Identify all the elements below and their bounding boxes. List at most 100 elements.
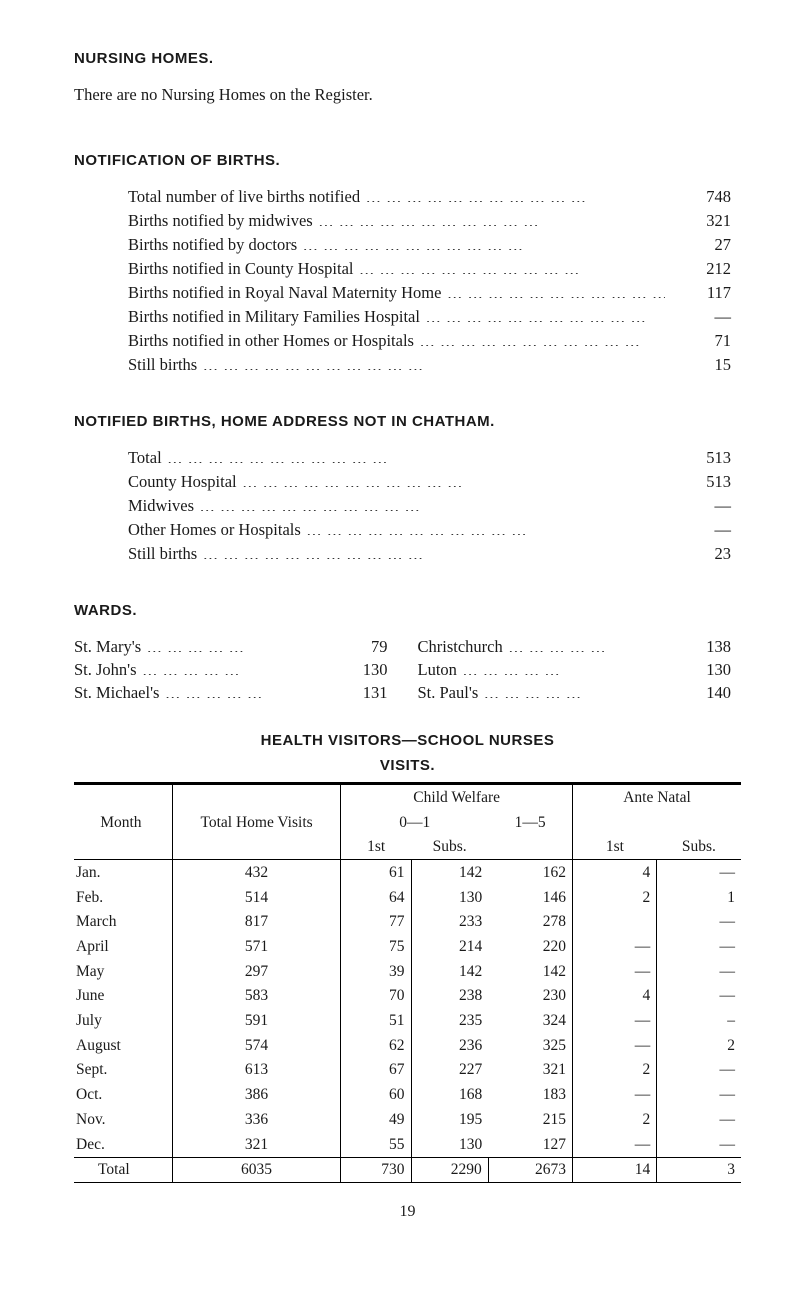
td-month: Nov. [74,1107,172,1132]
td-a2: 1 [657,885,741,910]
td-c3: 321 [488,1058,572,1083]
kv-value: 138 [681,635,731,658]
dots-leader [463,659,675,676]
nursing-homes-heading: NURSING HOMES. [74,48,741,69]
notification-of-births-list: Total number of live births notified 748… [128,185,731,377]
th-month: Month [74,784,172,835]
td-thv: 297 [172,959,341,984]
td-c2: 130 [411,885,488,910]
wards-row: St. Mary's 79 Christchurch 138 [74,635,731,658]
dots-leader [203,543,665,560]
td-a1: 14 [572,1157,656,1183]
td-c2: 195 [411,1107,488,1132]
kv-label: Births notified in other Homes or Hospit… [128,329,414,352]
wards-list: St. Mary's 79 Christchurch 138 St. John'… [74,635,731,704]
td-thv: 583 [172,984,341,1009]
table-row: March81777233278— [74,910,741,935]
dots-leader [360,258,666,275]
dots-leader [420,330,665,347]
td-a2: — [657,910,741,935]
table-row: June583702382304— [74,984,741,1009]
kv-label: Still births [128,542,197,565]
td-month: Dec. [74,1132,172,1157]
kv-row: Births notified in County Hospital 212 [128,257,731,281]
kv-value: — [671,494,731,517]
td-a1: 2 [572,885,656,910]
notified-births-list: Total 513 County Hospital 513 Midwives —… [128,446,731,566]
kv-row: Total 513 [128,446,731,470]
table-row: April57175214220—— [74,935,741,960]
dots-leader [303,234,665,251]
wards-heading: WARDS. [74,600,741,621]
td-c3: 127 [488,1132,572,1157]
kv-label: Total [128,446,162,469]
th-cw-0-1: 0—1 [341,810,488,835]
td-month: Total [74,1157,172,1183]
kv-label: St. Michael's [74,681,159,704]
th-cw-1-5: 1—5 [488,810,572,835]
kv-row: Total number of live births notified 748 [128,185,731,209]
td-a2: — [657,1132,741,1157]
dots-leader [143,659,332,676]
td-c3: 324 [488,1009,572,1034]
wards-row: St. Michael's 131 St. Paul's 140 [74,681,731,704]
td-a1: — [572,1009,656,1034]
page-number: 19 [74,1201,741,1223]
td-c2: 227 [411,1058,488,1083]
kv-value: 212 [671,257,731,280]
th-ante-natal: Ante Natal [572,784,741,810]
td-a2: 3 [657,1157,741,1183]
kv-value: 27 [671,233,731,256]
td-thv: 817 [172,910,341,935]
td-a1: — [572,1083,656,1108]
td-c2: 142 [411,959,488,984]
kv-label: Births notified in Military Families Hos… [128,305,420,328]
td-c1: 61 [341,860,411,885]
td-a2: — [657,1083,741,1108]
td-month: Feb. [74,885,172,910]
td-c1: 77 [341,910,411,935]
th-an-1st: 1st [572,835,656,860]
td-month: July [74,1009,172,1034]
kv-label: Births notified by midwives [128,209,313,232]
kv-value: — [671,305,731,328]
th-cw-1st: 1st [341,835,411,860]
kv-row: Still births 23 [128,542,731,566]
kv-label: Other Homes or Hospitals [128,518,301,541]
td-a1: — [572,1033,656,1058]
td-a1: — [572,1132,656,1157]
kv-row: Births notified in Military Families Hos… [128,305,731,329]
td-c3: 183 [488,1083,572,1108]
kv-label: Births notified in Royal Naval Maternity… [128,281,441,304]
notification-of-births-heading: NOTIFICATION OF BIRTHS. [74,150,741,171]
td-month: Oct. [74,1083,172,1108]
td-c1: 60 [341,1083,411,1108]
td-c3: 278 [488,910,572,935]
td-month: April [74,935,172,960]
td-c2: 238 [411,984,488,1009]
td-thv: 386 [172,1083,341,1108]
td-c2: 168 [411,1083,488,1108]
dots-leader [484,682,675,699]
td-a2: — [657,1058,741,1083]
td-month: May [74,959,172,984]
dots-leader [366,186,665,203]
page: NURSING HOMES. There are no Nursing Home… [0,0,801,1290]
nursing-homes-text: There are no Nursing Homes on the Regist… [74,83,741,106]
kv-value: 130 [338,658,388,681]
td-month: June [74,984,172,1009]
td-c3: 230 [488,984,572,1009]
th-an-subs: Subs. [657,835,741,860]
kv-value: — [671,518,731,541]
td-a2: – [657,1009,741,1034]
kv-label: Still births [128,353,197,376]
table-row: Dec.32155130127—— [74,1132,741,1157]
kv-label: St. Paul's [418,681,479,704]
td-month: Jan. [74,860,172,885]
td-a2: — [657,984,741,1009]
dots-leader [200,495,665,512]
table-row: Nov.336491952152— [74,1107,741,1132]
td-c3: 220 [488,935,572,960]
notified-births-heading: NOTIFIED BIRTHS, HOME ADDRESS NOT IN CHA… [74,411,741,432]
td-c1: 70 [341,984,411,1009]
